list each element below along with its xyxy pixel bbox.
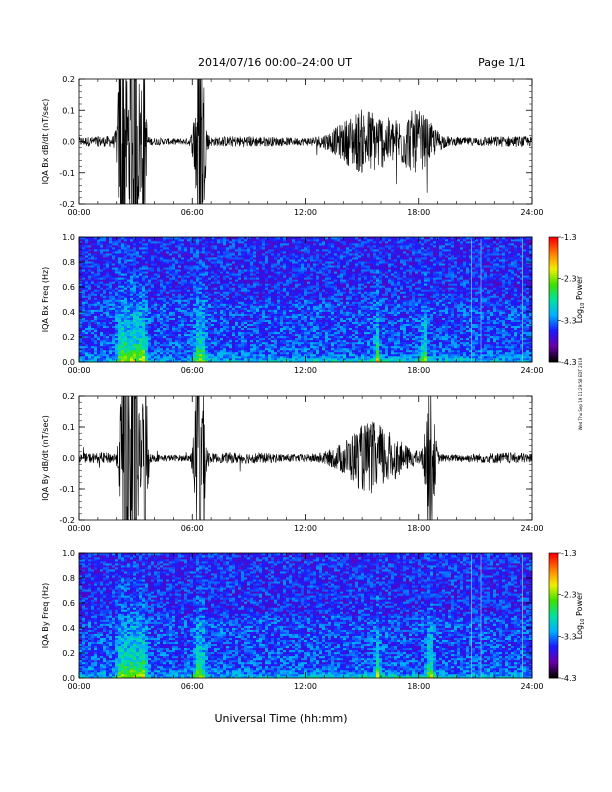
x-tick-label: 00:00 <box>67 366 90 375</box>
x-tick-label: 00:00 <box>67 524 90 533</box>
x-tick-label: 24:00 <box>520 366 543 375</box>
x-tick-label: 18:00 <box>407 524 430 533</box>
y-tick-label: 0.0 <box>62 358 75 367</box>
x-tick-label: 18:00 <box>407 208 430 217</box>
panel-4: 00:00 06:00 12:00 18:00 24:00 1.0 0.8 0.6 0.4 0.2… <box>41 549 586 691</box>
y-tick-label: 0.2 <box>62 392 75 401</box>
x-tick-label: 06:00 <box>181 366 204 375</box>
colorbar-frame <box>548 236 559 363</box>
x-tick-label: 24:00 <box>520 208 543 217</box>
y-tick-label: 0.0 <box>62 454 75 463</box>
x-tick-label: 06:00 <box>181 682 204 691</box>
x-tick-label: 12:00 <box>294 524 317 533</box>
y-tick-label: 0.2 <box>62 75 75 84</box>
colorbar-label-main: Log <box>575 309 584 323</box>
colorbar-tick-label: -1.3 <box>561 549 577 558</box>
y-axis-label: IQA By Freq (Hz) <box>41 583 50 649</box>
y-tick-label: 0.4 <box>62 624 75 633</box>
y-axis-label: IQA Bx Freq (Hz) <box>41 267 50 333</box>
y-tick-label: 0.8 <box>62 258 75 267</box>
y-tick-label: 0.8 <box>62 574 75 583</box>
y-tick-label: -0.2 <box>59 516 75 525</box>
y-tick-label: 0.0 <box>62 138 75 147</box>
spectrogram <box>79 237 533 363</box>
y-tick-label: 0.4 <box>62 308 75 317</box>
y-tick-label: 0.1 <box>62 106 75 115</box>
y-tick-label: 0.1 <box>62 423 75 432</box>
colorbar: -1.3 -2.3 -3.3 -4.3 Log10 Power <box>548 233 586 367</box>
x-tick-label: 00:00 <box>67 682 90 691</box>
y-tick-label: -0.2 <box>59 200 75 209</box>
x-tick-label: 24:00 <box>520 682 543 691</box>
x-tick-label: 12:00 <box>294 366 317 375</box>
colorbar-label-main: Log <box>575 625 584 639</box>
x-tick-label: 06:00 <box>181 208 204 217</box>
x-tick-label: 00:00 <box>67 208 90 217</box>
page-title: 2014/07/16 00:00–24:00 UT <box>198 56 352 69</box>
x-tick-label: 24:00 <box>520 524 543 533</box>
colorbar-tick-label: -2.3 <box>561 275 577 284</box>
x-tick-label: 18:00 <box>407 366 430 375</box>
side-note: Wed Thu Sep 19 11:29:58 EDT 2019 <box>578 357 583 430</box>
x-tick-label: 06:00 <box>181 524 204 533</box>
colorbar-tick-label: -4.3 <box>561 358 577 367</box>
colorbar-label-tail: Power <box>575 275 584 302</box>
colorbar-label-sub: 10 <box>580 303 586 309</box>
panel-1: 00:00 06:00 12:00 18:00 24:00 0.2 0.1 0.0 -0.1 -0… <box>41 75 544 217</box>
colorbar-tick-label: -1.3 <box>561 233 577 242</box>
colorbar-tick-label: -4.3 <box>561 674 577 683</box>
colorbar-frame <box>548 552 559 679</box>
colorbar-tick-label: -2.3 <box>561 591 577 600</box>
y-tick-label: -0.1 <box>59 485 75 494</box>
y-tick-label: 0.0 <box>62 674 75 683</box>
page-label: Page 1/1 <box>478 56 526 69</box>
colorbar-tick-label: -3.3 <box>561 632 577 641</box>
x-axis-label: Universal Time (hh:mm) <box>215 712 348 725</box>
y-tick-label: 0.6 <box>62 599 75 608</box>
x-tick-label: 18:00 <box>407 682 430 691</box>
y-tick-label: 1.0 <box>62 549 75 558</box>
colorbar-label-sub: 10 <box>580 619 586 625</box>
trace-series <box>79 396 532 520</box>
colorbar-label: Log10 Power <box>575 591 586 639</box>
trace-series <box>79 79 532 204</box>
spectrogram <box>79 553 533 679</box>
colorbar-label-tail: Power <box>575 591 584 618</box>
y-axis-label: IQA By dB/dt (nT/sec) <box>41 415 50 501</box>
colorbar: -1.3 -2.3 -3.3 -4.3 Log10 Power <box>548 549 586 683</box>
x-tick-label: 12:00 <box>294 208 317 217</box>
y-tick-label: 1.0 <box>62 233 75 242</box>
y-tick-label: -0.1 <box>59 169 75 178</box>
x-tick-label: 12:00 <box>294 682 317 691</box>
y-tick-label: 0.2 <box>62 333 75 342</box>
panel-3: 00:00 06:00 12:00 18:00 24:00 0.2 0.1 0.0 -0.1 -0… <box>41 392 544 533</box>
y-tick-label: 0.6 <box>62 283 75 292</box>
colorbar-label: Log10 Power <box>575 275 586 323</box>
colorbar-tick-label: -3.3 <box>561 316 577 325</box>
panel-2: 00:00 06:00 12:00 18:00 24:00 1.0 0.8 0.6 0.4 0.2… <box>41 233 586 375</box>
y-axis-label: IQA Bx dB/dt (nT/sec) <box>41 99 50 185</box>
y-tick-label: 0.2 <box>62 649 75 658</box>
